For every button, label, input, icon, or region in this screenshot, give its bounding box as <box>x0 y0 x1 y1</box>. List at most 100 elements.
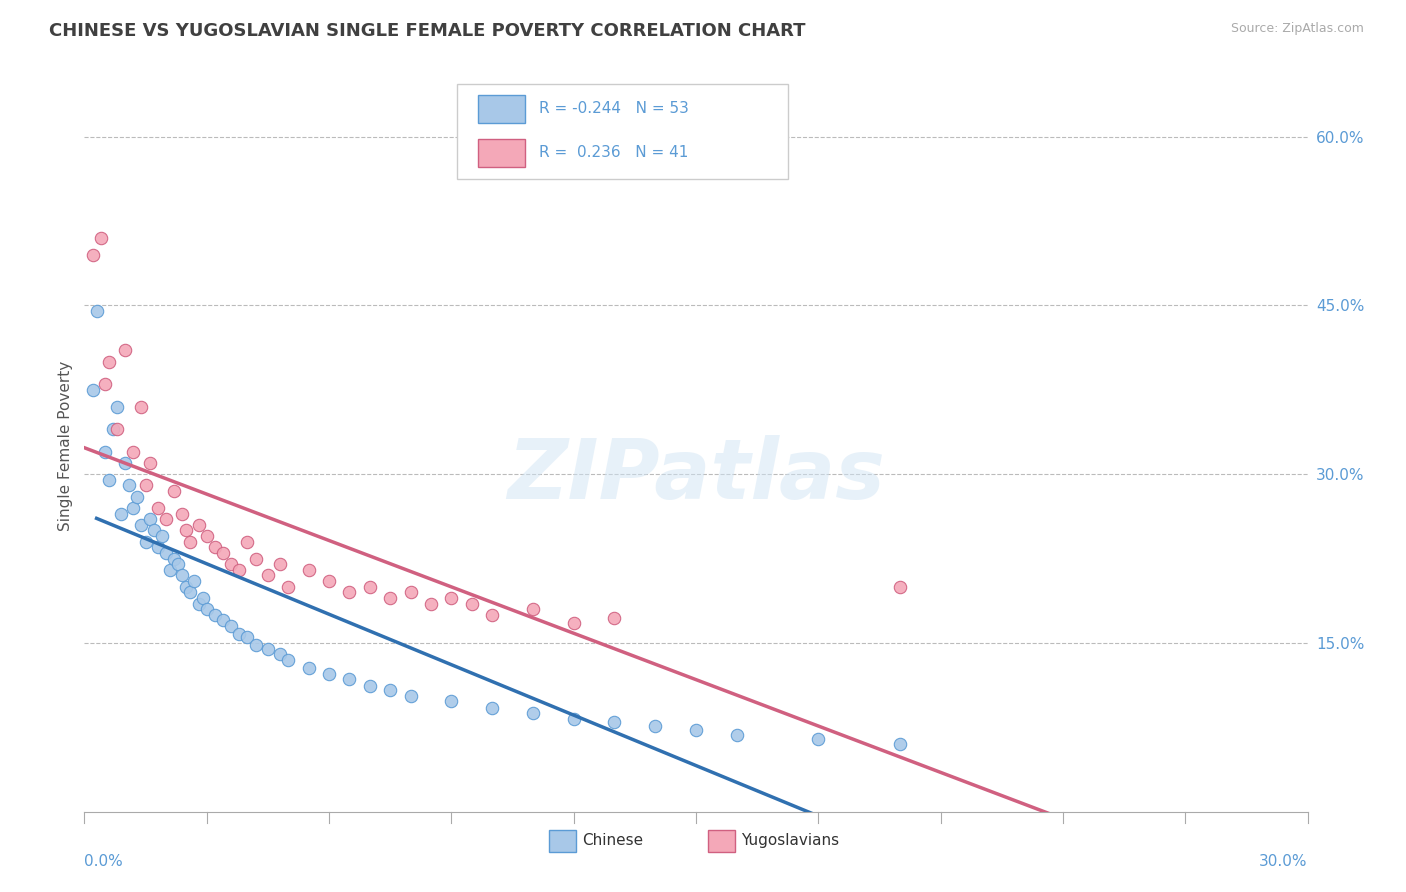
Point <box>228 563 250 577</box>
Bar <box>550 830 576 852</box>
Point <box>86 304 108 318</box>
Point <box>105 422 128 436</box>
Point <box>440 591 463 605</box>
Point <box>380 591 402 605</box>
Point <box>138 456 160 470</box>
Point <box>105 400 128 414</box>
Point <box>114 343 136 358</box>
Point <box>277 580 299 594</box>
Point <box>179 534 201 549</box>
Point <box>725 728 748 742</box>
Text: 30.0%: 30.0% <box>1260 855 1308 870</box>
Point <box>114 456 136 470</box>
Point <box>142 524 165 538</box>
Point <box>159 563 181 577</box>
Point <box>135 534 157 549</box>
Point <box>219 619 242 633</box>
Point <box>219 557 242 571</box>
Point <box>380 683 402 698</box>
Point <box>562 713 585 727</box>
Point <box>339 585 361 599</box>
Point <box>339 672 361 686</box>
Bar <box>478 95 524 123</box>
Point <box>212 546 235 560</box>
Point <box>93 444 115 458</box>
Point <box>420 597 443 611</box>
Point <box>82 248 104 262</box>
Point <box>195 602 218 616</box>
Text: ZIPatlas: ZIPatlas <box>508 434 884 516</box>
Point <box>155 512 177 526</box>
Point <box>187 517 209 532</box>
Point <box>179 585 201 599</box>
Point <box>174 524 197 538</box>
Point <box>245 551 267 566</box>
Point <box>644 719 666 733</box>
Point <box>228 627 250 641</box>
Point <box>269 557 291 571</box>
Point <box>399 689 422 703</box>
Point <box>399 585 422 599</box>
Point <box>93 377 115 392</box>
Point <box>131 400 153 414</box>
Point <box>318 667 340 681</box>
Point <box>603 714 626 729</box>
Point <box>122 444 145 458</box>
Point <box>440 694 463 708</box>
Point <box>236 534 259 549</box>
Point <box>191 591 214 605</box>
Point <box>359 679 381 693</box>
Point <box>236 630 259 644</box>
Point <box>90 231 112 245</box>
Point <box>183 574 205 588</box>
Text: R =  0.236   N = 41: R = 0.236 N = 41 <box>540 145 689 161</box>
Y-axis label: Single Female Poverty: Single Female Poverty <box>58 361 73 531</box>
Point <box>889 737 911 751</box>
Point <box>101 422 124 436</box>
Point <box>257 568 280 582</box>
Point <box>277 653 299 667</box>
Point <box>562 615 585 630</box>
Point <box>807 731 830 746</box>
Text: Chinese: Chinese <box>582 833 644 848</box>
Point <box>174 580 197 594</box>
Point <box>172 568 194 582</box>
Point <box>82 383 104 397</box>
Point <box>163 483 186 498</box>
Point <box>135 478 157 492</box>
Bar <box>478 139 524 167</box>
Point <box>127 490 149 504</box>
Point <box>603 611 626 625</box>
Point <box>97 473 120 487</box>
Point <box>110 507 132 521</box>
Point <box>522 602 544 616</box>
Point <box>97 354 120 368</box>
Text: R = -0.244   N = 53: R = -0.244 N = 53 <box>540 102 689 116</box>
Point <box>155 546 177 560</box>
Point <box>298 563 321 577</box>
Point <box>195 529 218 543</box>
Point <box>204 541 226 555</box>
Point <box>163 551 186 566</box>
Text: CHINESE VS YUGOSLAVIAN SINGLE FEMALE POVERTY CORRELATION CHART: CHINESE VS YUGOSLAVIAN SINGLE FEMALE POV… <box>49 22 806 40</box>
Text: 0.0%: 0.0% <box>84 855 124 870</box>
Point <box>318 574 340 588</box>
Point <box>122 500 145 515</box>
Text: Yugoslavians: Yugoslavians <box>741 833 839 848</box>
Point <box>138 512 160 526</box>
Point <box>257 641 280 656</box>
Point <box>204 607 226 622</box>
Point <box>522 706 544 720</box>
Point <box>461 597 484 611</box>
Point <box>150 529 173 543</box>
Point <box>212 614 235 628</box>
FancyBboxPatch shape <box>457 84 787 179</box>
Point <box>481 607 503 622</box>
Point <box>131 517 153 532</box>
Bar <box>709 830 735 852</box>
Point <box>172 507 194 521</box>
Text: Source: ZipAtlas.com: Source: ZipAtlas.com <box>1230 22 1364 36</box>
Point <box>298 661 321 675</box>
Point <box>481 701 503 715</box>
Point <box>245 638 267 652</box>
